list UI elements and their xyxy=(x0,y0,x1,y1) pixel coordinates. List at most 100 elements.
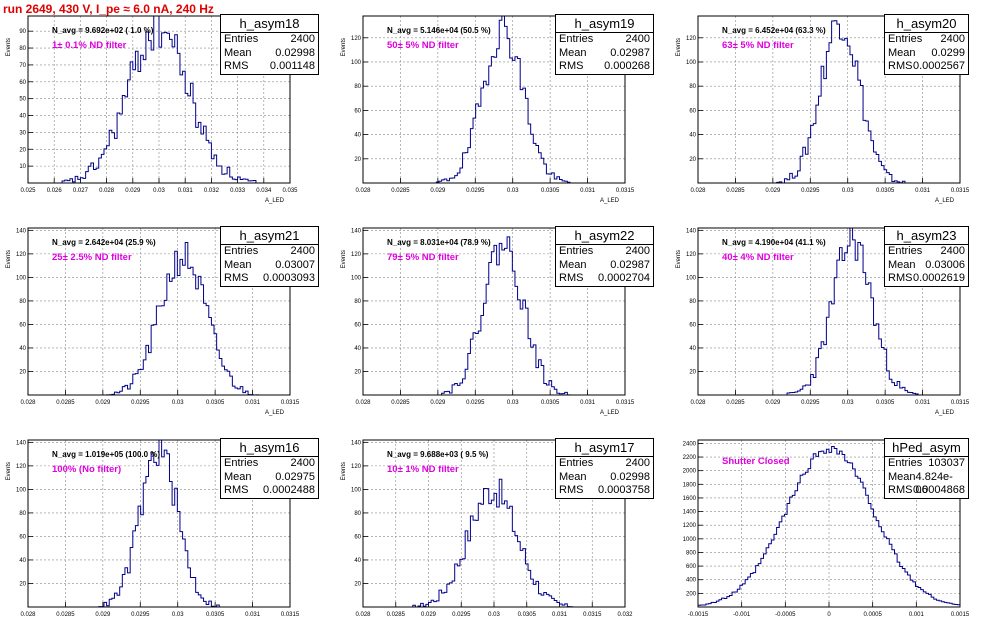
x-tick-label: 0.029 xyxy=(765,400,781,406)
stats-label: RMS xyxy=(888,484,913,496)
stats-title: h_asym23 xyxy=(885,227,968,245)
stats-title: h_asym18 xyxy=(221,15,318,33)
x-tick-label: -0.0015 xyxy=(688,612,709,618)
stats-value: 0.0003758 xyxy=(598,484,650,496)
y-axis-label: Events xyxy=(6,38,12,56)
stats-box: h_asym16 Entries 2400 Mean 0.02975 RMS 0.00024… xyxy=(220,438,319,499)
y-tick-label: 140 xyxy=(16,440,27,446)
stats-title: h_asym17 xyxy=(556,439,653,457)
y-tick-label: 1800 xyxy=(683,482,697,488)
x-tick-label: 0.026 xyxy=(47,188,63,194)
x-tick-label: 0.0015 xyxy=(951,612,970,618)
x-tick-label: -0.001 xyxy=(733,612,751,618)
x-tick-label: 0.0315 xyxy=(951,188,970,194)
stats-label: Entries xyxy=(888,457,923,469)
x-tick-label: 0.0315 xyxy=(951,400,970,406)
y-axis-label: Events xyxy=(341,250,347,268)
stats-row-rms: RMS 0.001148 xyxy=(221,60,318,74)
y-tick-label: 100 xyxy=(351,487,362,493)
x-tick-label: 0.028 xyxy=(355,612,371,618)
y-tick-label: 20 xyxy=(689,369,696,375)
stats-label: Mean xyxy=(559,46,587,59)
x-tick-label: 0.028 xyxy=(690,188,706,194)
n-avg-label: N_avg = 6.452e+04 (63.3 %) xyxy=(722,26,826,35)
n-avg-label: N_avg = 9.692e+02 ( 1.0 %) xyxy=(52,26,154,35)
y-tick-label: 70 xyxy=(19,63,26,69)
y-tick-label: 120 xyxy=(16,464,27,470)
x-tick-label: 0.028 xyxy=(99,188,115,194)
stats-label: RMS xyxy=(888,60,913,72)
stats-value: 0.02998 xyxy=(275,46,315,59)
x-tick-label: 0.0305 xyxy=(206,400,225,406)
x-tick-label: 0.031 xyxy=(580,188,596,194)
x-tick-label: 0.025 xyxy=(20,188,36,194)
x-tick-label: 0.0295 xyxy=(452,612,471,618)
stats-title: h_asym21 xyxy=(221,227,318,245)
stats-row-rms: RMS 0.0002619 xyxy=(885,272,968,286)
x-tick-label: 0.031 xyxy=(915,188,931,194)
stats-label: RMS xyxy=(559,60,584,72)
filter-label: 100% (No filter) xyxy=(52,464,122,475)
y-axis-label: Events xyxy=(6,462,12,480)
y-tick-label: 60 xyxy=(19,80,26,86)
x-axis-label: A_LED xyxy=(935,198,955,204)
y-tick-label: 1000 xyxy=(683,537,697,543)
x-tick-label: 0.0285 xyxy=(726,188,745,194)
stats-box: h_asym18 Entries 2400 Mean 0.02998 RMS 0.00114… xyxy=(220,14,319,75)
stats-value: 2400 xyxy=(940,245,965,257)
y-tick-label: 100 xyxy=(686,60,697,66)
x-tick-label: 0.029 xyxy=(95,400,111,406)
x-tick-label: 0.0285 xyxy=(391,188,410,194)
y-tick-label: 60 xyxy=(354,534,361,540)
stats-value: 0.0299 xyxy=(931,46,965,59)
x-tick-label: 0.029 xyxy=(430,400,446,406)
stats-label: Mean xyxy=(888,258,916,271)
x-tick-label: 0.029 xyxy=(765,188,781,194)
stats-row-entries: Entries 2400 xyxy=(556,457,653,471)
x-tick-label: 0.029 xyxy=(421,612,437,618)
stats-label: RMS xyxy=(224,60,249,72)
stats-label: Mean xyxy=(559,470,587,483)
stats-value: 0.03006 xyxy=(925,258,965,271)
y-tick-label: 30 xyxy=(19,130,26,136)
stats-value: 2400 xyxy=(940,33,965,45)
x-tick-label: 0.03 xyxy=(507,188,519,194)
stats-row-mean: Mean 0.02998 xyxy=(556,471,653,485)
y-tick-label: 800 xyxy=(686,550,697,556)
x-tick-label: 0.031 xyxy=(915,400,931,406)
x-tick-label: 0 xyxy=(827,612,831,618)
x-tick-label: 0.031 xyxy=(552,612,568,618)
y-tick-label: 60 xyxy=(689,322,696,328)
x-tick-label: 0.031 xyxy=(178,188,194,194)
x-tick-label: 0.033 xyxy=(230,188,246,194)
x-axis-label: A_LED xyxy=(600,410,620,416)
y-tick-label: 40 xyxy=(354,346,361,352)
x-tick-label: 0.031 xyxy=(580,400,596,406)
stats-row-rms: RMS 0.0003093 xyxy=(221,272,318,286)
x-tick-label: 0.034 xyxy=(256,188,272,194)
y-tick-label: 80 xyxy=(354,84,361,90)
x-tick-label: 0.0285 xyxy=(56,400,75,406)
x-tick-label: 0.0285 xyxy=(56,612,75,618)
y-tick-label: 80 xyxy=(689,84,696,90)
x-tick-label: 0.031 xyxy=(245,400,261,406)
stats-value: 0.02987 xyxy=(610,46,650,59)
x-tick-label: 0.0305 xyxy=(541,400,560,406)
stats-row-mean: Mean 0.02987 xyxy=(556,259,653,273)
x-tick-label: 0.028 xyxy=(355,188,371,194)
filter-label: 1± 0.1% ND filter xyxy=(52,40,127,51)
y-tick-label: 2200 xyxy=(683,455,697,461)
stats-row-rms: RMS 0.000268 xyxy=(556,60,653,74)
x-tick-label: 0.035 xyxy=(282,188,298,194)
y-tick-label: 90 xyxy=(19,29,26,35)
stats-value: 0.0002488 xyxy=(263,484,315,496)
y-tick-label: 140 xyxy=(351,440,362,446)
x-axis-label: A_LED xyxy=(600,198,620,204)
y-tick-label: 20 xyxy=(354,369,361,375)
stats-label: Mean xyxy=(224,258,252,271)
y-tick-label: 120 xyxy=(686,252,697,258)
y-tick-label: 600 xyxy=(686,564,697,570)
